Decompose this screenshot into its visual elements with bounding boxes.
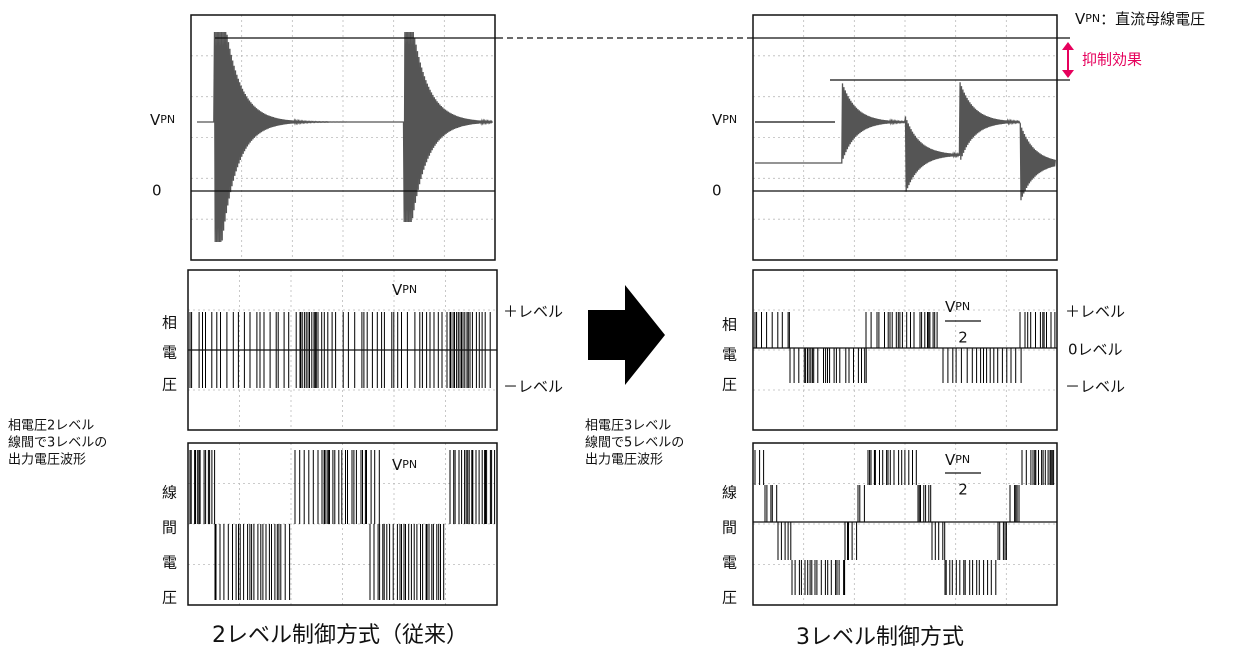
axis-char: 線 (722, 484, 737, 502)
pwm (778, 522, 791, 560)
note: 相電圧2レベル (8, 419, 94, 434)
axis-char: 電 (722, 346, 737, 364)
pwm (790, 348, 866, 383)
fraction-den: 2 (958, 329, 968, 347)
plus-level: ＋レベル (503, 303, 563, 321)
note: 相電圧3レベル (585, 419, 671, 434)
axis-char: 相 (722, 316, 737, 334)
pwm (792, 560, 845, 595)
fraction-num: VPN (945, 298, 970, 316)
grid (753, 15, 1057, 260)
plus-level: ＋レベル (1065, 303, 1125, 321)
axis-char: 電 (162, 344, 177, 362)
pwm (190, 450, 215, 524)
pwm (765, 485, 777, 522)
axis-char: 電 (162, 554, 177, 572)
note: 出力電圧波形 (8, 453, 86, 468)
pwm (945, 560, 996, 595)
vpn-label: VPN (712, 111, 737, 129)
axis-char: 圧 (722, 589, 737, 607)
pwm (918, 485, 931, 522)
pwm (295, 450, 379, 524)
axis-char: 圧 (722, 376, 737, 394)
axis-char: 圧 (162, 589, 177, 607)
pwm (845, 522, 857, 560)
suppression-label: 抑制効果 (1082, 51, 1142, 69)
minus-level: －レベル (1065, 378, 1125, 396)
axis-char: 相 (162, 314, 177, 332)
minus-level: －レベル (503, 378, 563, 396)
pwm (755, 312, 789, 348)
pwm (868, 450, 916, 485)
axis-char: 間 (162, 519, 177, 537)
diagram: VPN：直流母線電圧 抑制効果 VPN 0 VPN ＋レベル －レベル 相 電 … (0, 0, 1240, 656)
panel-title: 2レベル制御方式（従来） (212, 623, 468, 648)
pwm (932, 522, 945, 560)
panel-title: 3レベル制御方式 (796, 625, 964, 650)
fraction-den: 2 (958, 481, 968, 499)
pwm (1020, 312, 1055, 348)
grid (188, 443, 497, 605)
transition-arrow (588, 285, 665, 385)
note: 線間で5レベルの (585, 435, 684, 451)
pwm (866, 312, 937, 348)
pwm (1010, 485, 1019, 522)
zero-label: 0 (712, 182, 722, 200)
pwm (215, 524, 290, 600)
legend-text: VPN：直流母線電圧 (1075, 10, 1205, 28)
suppression-arrow (1062, 42, 1074, 78)
pwm (858, 485, 864, 522)
voltage-wave (755, 82, 1055, 200)
pwm (450, 450, 495, 524)
pwm (943, 348, 1021, 383)
note: 出力電圧波形 (585, 453, 663, 468)
zero-label: 0 (152, 182, 162, 200)
axis-char: 間 (722, 519, 737, 537)
note: 線間で3レベルの (8, 435, 107, 451)
pwm (1022, 450, 1054, 485)
axis-char: 線 (162, 484, 177, 502)
pwm (998, 522, 1006, 560)
axis-char: 電 (722, 554, 737, 572)
axis-char: 圧 (162, 376, 177, 394)
zero-level: 0レベル (1068, 341, 1123, 359)
pwm (370, 524, 444, 600)
fraction-num: VPN (945, 451, 970, 469)
pwm (755, 450, 764, 485)
vpn-label: VPN (392, 456, 417, 474)
vpn-label: VPN (150, 111, 175, 129)
vpn-label: VPN (392, 281, 417, 299)
